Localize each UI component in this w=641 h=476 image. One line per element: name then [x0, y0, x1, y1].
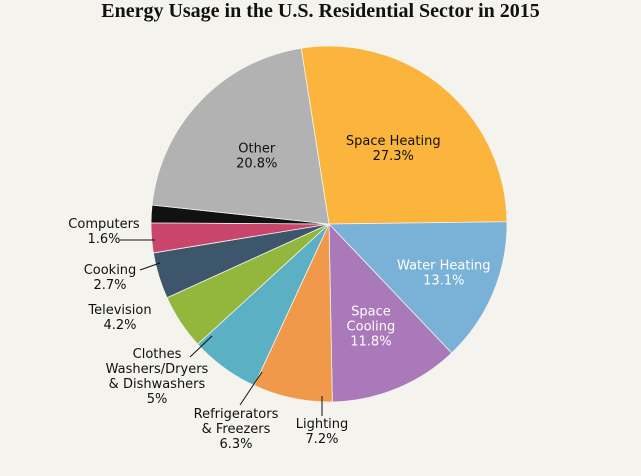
pie-slice-water-heating: [328, 221, 508, 354]
leader-line-refrigerators-freezers: [239, 371, 263, 406]
slice-label-television: Television 4.2%: [87, 303, 151, 333]
pie-slice-other: [151, 47, 330, 225]
chart-title: Energy Usage in the U.S. Residential Sec…: [101, 0, 540, 22]
pie-slice-space-heating: [300, 45, 508, 225]
slice-label-cooking: Cooking 2.7%: [84, 263, 137, 293]
slice-label-space-heating: Space Heating 27.3%: [346, 134, 441, 164]
slice-label-lighting: Lighting 7.2%: [296, 417, 349, 447]
slice-label-water-heating: Water Heating 13.1%: [397, 258, 491, 288]
slice-label-refrigerators-freezers: Refrigerators & Freezers 6.3%: [194, 407, 279, 452]
leader-line-clothes-washers-dryers-dishwashers: [189, 335, 213, 358]
leader-line-cooking: [139, 262, 161, 271]
slice-label-other: Other 20.8%: [236, 141, 277, 171]
pie-slices: [150, 45, 508, 403]
slice-label-space-cooling: Space Cooling 11.8%: [347, 305, 396, 350]
pie-labels: Space Heating 27.3% Water Heating 13.1%Spac…: [68, 134, 490, 452]
pie-slice-space-cooling: [328, 222, 453, 403]
slice-label-computers: Computers 1.6%: [68, 217, 140, 247]
slice-label-clothes-washers-dryers-dishwashers: Clothes Washers/Dryers & Dishwashers 5%: [106, 347, 209, 407]
